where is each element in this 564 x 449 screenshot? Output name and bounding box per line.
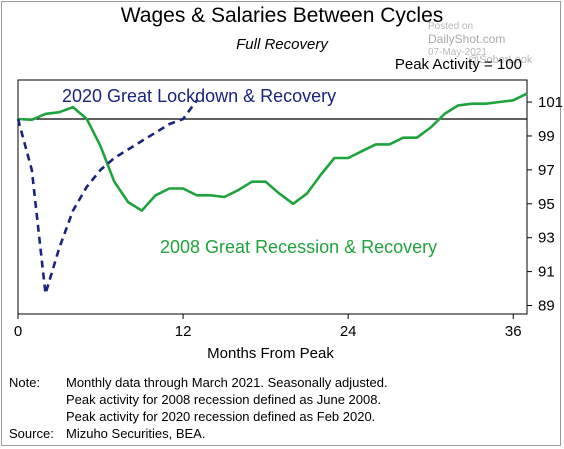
y-tick-label: 99 (538, 128, 555, 145)
y-tick-label: 95 (538, 196, 555, 213)
chart-subtitle: Full Recovery (236, 36, 328, 53)
x-tick-label: 0 (14, 323, 22, 340)
y-tick-label: 97 (538, 162, 555, 179)
watermark-handle: @SoberLook (468, 54, 533, 66)
footnotes: Note: Monthly data through March 2021. S… (9, 374, 388, 442)
watermark: Posted on DailyShot.com 07-May-2021 (428, 20, 548, 59)
series-line-2020 (16, 99, 198, 296)
watermark-date: 07-May-2021 (428, 47, 487, 58)
chart-title: Wages & Salaries Between Cycles (120, 4, 444, 27)
y-tick-label: 89 (538, 298, 555, 315)
series-line-2008 (17, 92, 528, 212)
y-tick-label: 93 (538, 230, 555, 247)
peak-activity-label: Peak Activity = 100 (394, 56, 522, 73)
watermark-posted-on: Posted on (428, 21, 474, 32)
series-label-2008: 2008 Great Recession & Recovery (160, 237, 437, 257)
note-line-1: Monthly data through March 2021. Seasona… (66, 375, 388, 390)
plot-area (17, 79, 528, 315)
note-row: Peak activity for 2020 recession defined… (9, 408, 388, 425)
note-label: Note: (9, 375, 41, 390)
source-label: Source: (9, 426, 54, 441)
y-tick-label: 91 (538, 264, 555, 281)
note-line-2: Peak activity for 2008 recession defined… (66, 392, 382, 407)
note-line-3: Peak activity for 2020 recession defined… (66, 409, 376, 424)
x-tick-label: 36 (505, 323, 522, 340)
x-tick-label: 24 (340, 323, 357, 340)
note-row: Note: Monthly data through March 2021. S… (9, 374, 388, 391)
note-row: Peak activity for 2008 recession defined… (9, 391, 388, 408)
source-text: Mizuho Securities, BEA. (66, 426, 206, 441)
y-tick-label: 101 (538, 94, 563, 111)
x-axis-label: Months From Peak (207, 345, 334, 362)
source-row: Source: Mizuho Securities, BEA. (9, 425, 388, 442)
series-label-2020: 2020 Great Lockdown & Recovery (62, 86, 336, 106)
watermark-site: DailyShot.com (428, 32, 506, 46)
x-tick-label: 12 (175, 323, 192, 340)
